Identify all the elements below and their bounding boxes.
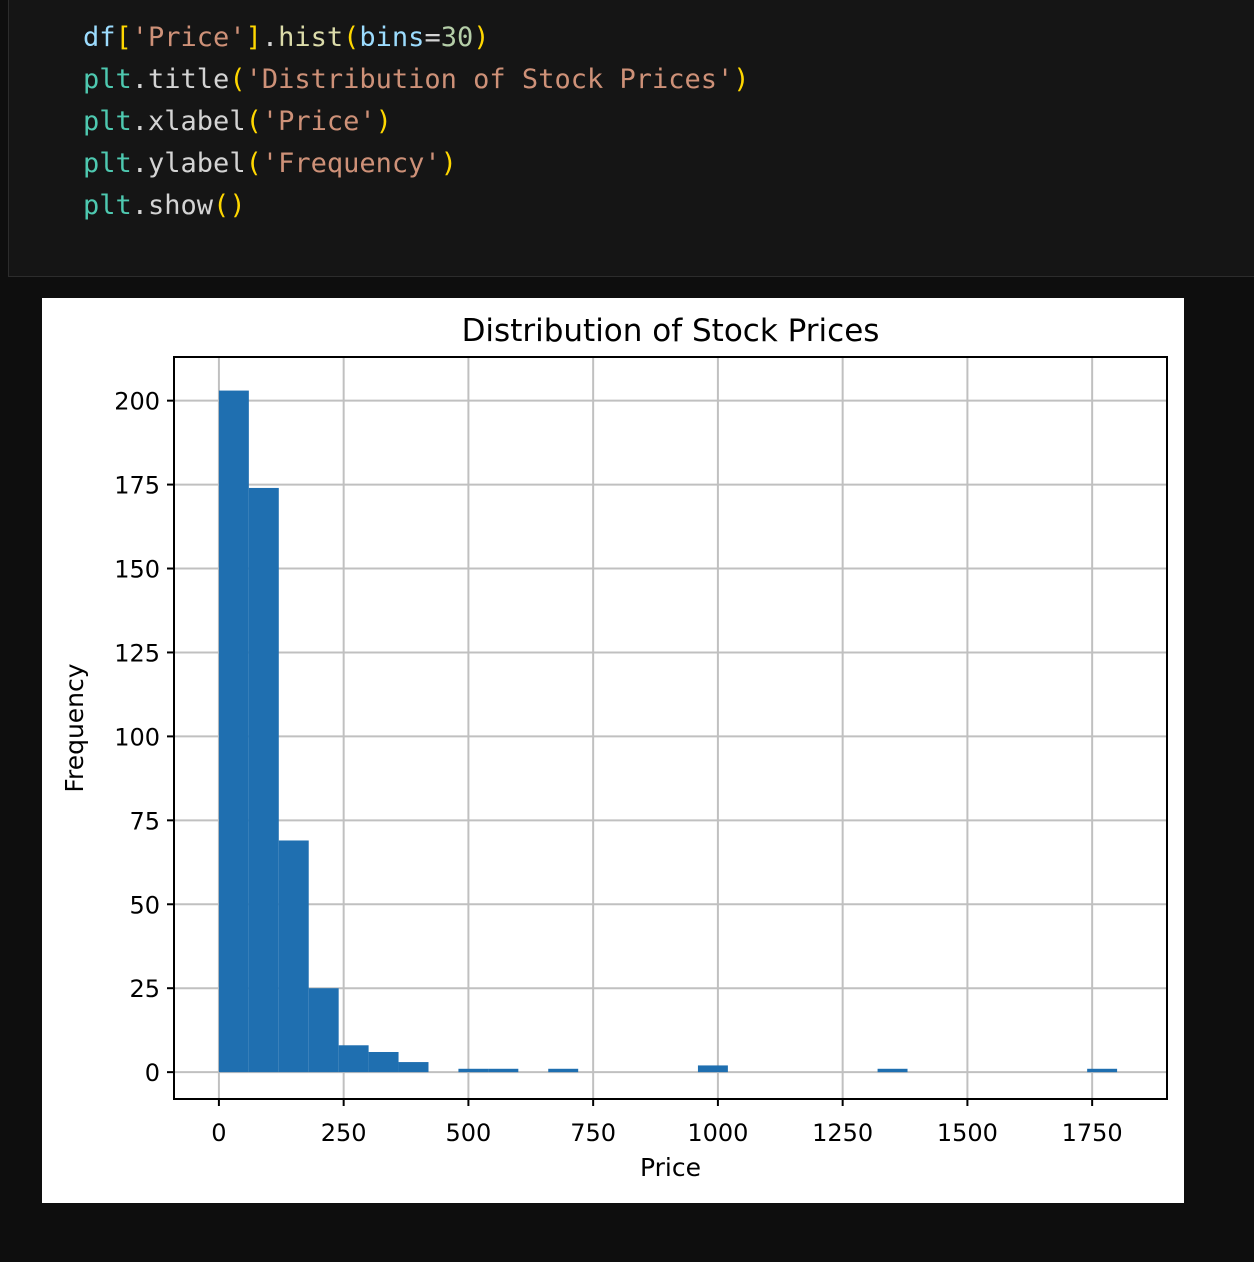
code-token: ( [245,106,262,137]
y-tick-label: 0 [145,1059,160,1087]
histogram-bar [488,1068,519,1073]
y-tick-label: 150 [114,556,160,584]
axis-ticks: 0 250 500 750 1000 1250 1500 1750 0 25 50 75 100 125 1… [114,388,1123,1147]
code-line: plt.ylabel('Frequency') [83,143,457,185]
x-tick-label: 1750 [1062,1119,1123,1147]
code-token: df [83,22,116,53]
x-tick-label: 0 [211,1119,226,1147]
x-tick-label: 1500 [937,1119,998,1147]
code-token: plt [83,106,132,137]
histogram-bar [338,1045,369,1073]
code-token: .show [131,190,214,221]
histogram-bar [218,390,249,1073]
code-line: plt.title('Distribution of Stock Prices'… [83,59,750,101]
code-token: bins [359,22,425,53]
code-token: ( [245,148,262,179]
code-token: 'Frequency' [261,148,441,179]
histogram-bar [278,840,309,1073]
y-axis-label: Frequency [60,663,89,792]
code-token: 'Price' [261,106,376,137]
x-axis-label: Price [640,1153,701,1182]
histogram-bar [548,1068,579,1073]
code-token: ( [229,64,246,95]
histogram-chart: 0 250 500 750 1000 1250 1500 1750 0 25 50 75 100 125 1… [60,313,1168,1182]
histogram-bar [877,1068,908,1073]
code-token: 'Distribution of Stock Prices' [245,64,734,95]
histogram-bar [308,988,339,1073]
chart-output: 0 250 500 750 1000 1250 1500 1750 0 25 50 75 100 125 1… [42,298,1184,1203]
code-token: plt [83,64,132,95]
x-tick-label: 500 [446,1119,492,1147]
histogram-bar [1087,1068,1118,1073]
code-token: ) [733,64,750,95]
x-tick-label: 1000 [687,1119,748,1147]
y-tick-label: 25 [129,975,160,1003]
code-token: ) [375,106,392,137]
histogram-bar [398,1062,429,1073]
code-line: plt.show() [83,185,246,227]
y-tick-label: 125 [114,639,160,667]
histogram-bar [368,1051,399,1073]
plot-frame [173,356,1168,1100]
code-cell[interactable]: df['Price'].hist(bins=30) plt.title('Dist… [8,0,1254,277]
code-token: .title [131,64,230,95]
code-token: ) [440,148,457,179]
histogram-bars [218,390,1118,1073]
code-token: .xlabel [131,106,246,137]
y-tick-label: 200 [114,388,160,416]
histogram-bar [697,1065,728,1073]
code-token: () [213,190,246,221]
code-token: .ylabel [131,148,246,179]
histogram-bar [248,487,279,1073]
code-token: ) [473,22,490,53]
code-token: plt [83,148,132,179]
code-line: df['Price'].hist(bins=30) [83,17,489,59]
code-token: plt [83,190,132,221]
chart-title: Distribution of Stock Prices [462,313,880,349]
code-token: 'Price' [131,22,246,53]
x-tick-label: 1250 [812,1119,873,1147]
code-token: [ [115,22,132,53]
histogram-bar [458,1068,489,1073]
code-token: = [424,22,441,53]
y-tick-label: 50 [129,891,160,919]
code-token: hist [278,22,344,53]
y-tick-label: 175 [114,472,160,500]
code-token: ( [343,22,360,53]
x-tick-label: 250 [321,1119,367,1147]
y-tick-label: 100 [114,723,160,751]
code-line: plt.xlabel('Price') [83,101,392,143]
y-tick-label: 75 [129,807,160,835]
code-token: . [261,22,279,53]
code-token: ] [245,22,262,53]
x-tick-label: 750 [570,1119,616,1147]
grid-lines [174,357,1167,1099]
code-token: 30 [440,22,474,53]
